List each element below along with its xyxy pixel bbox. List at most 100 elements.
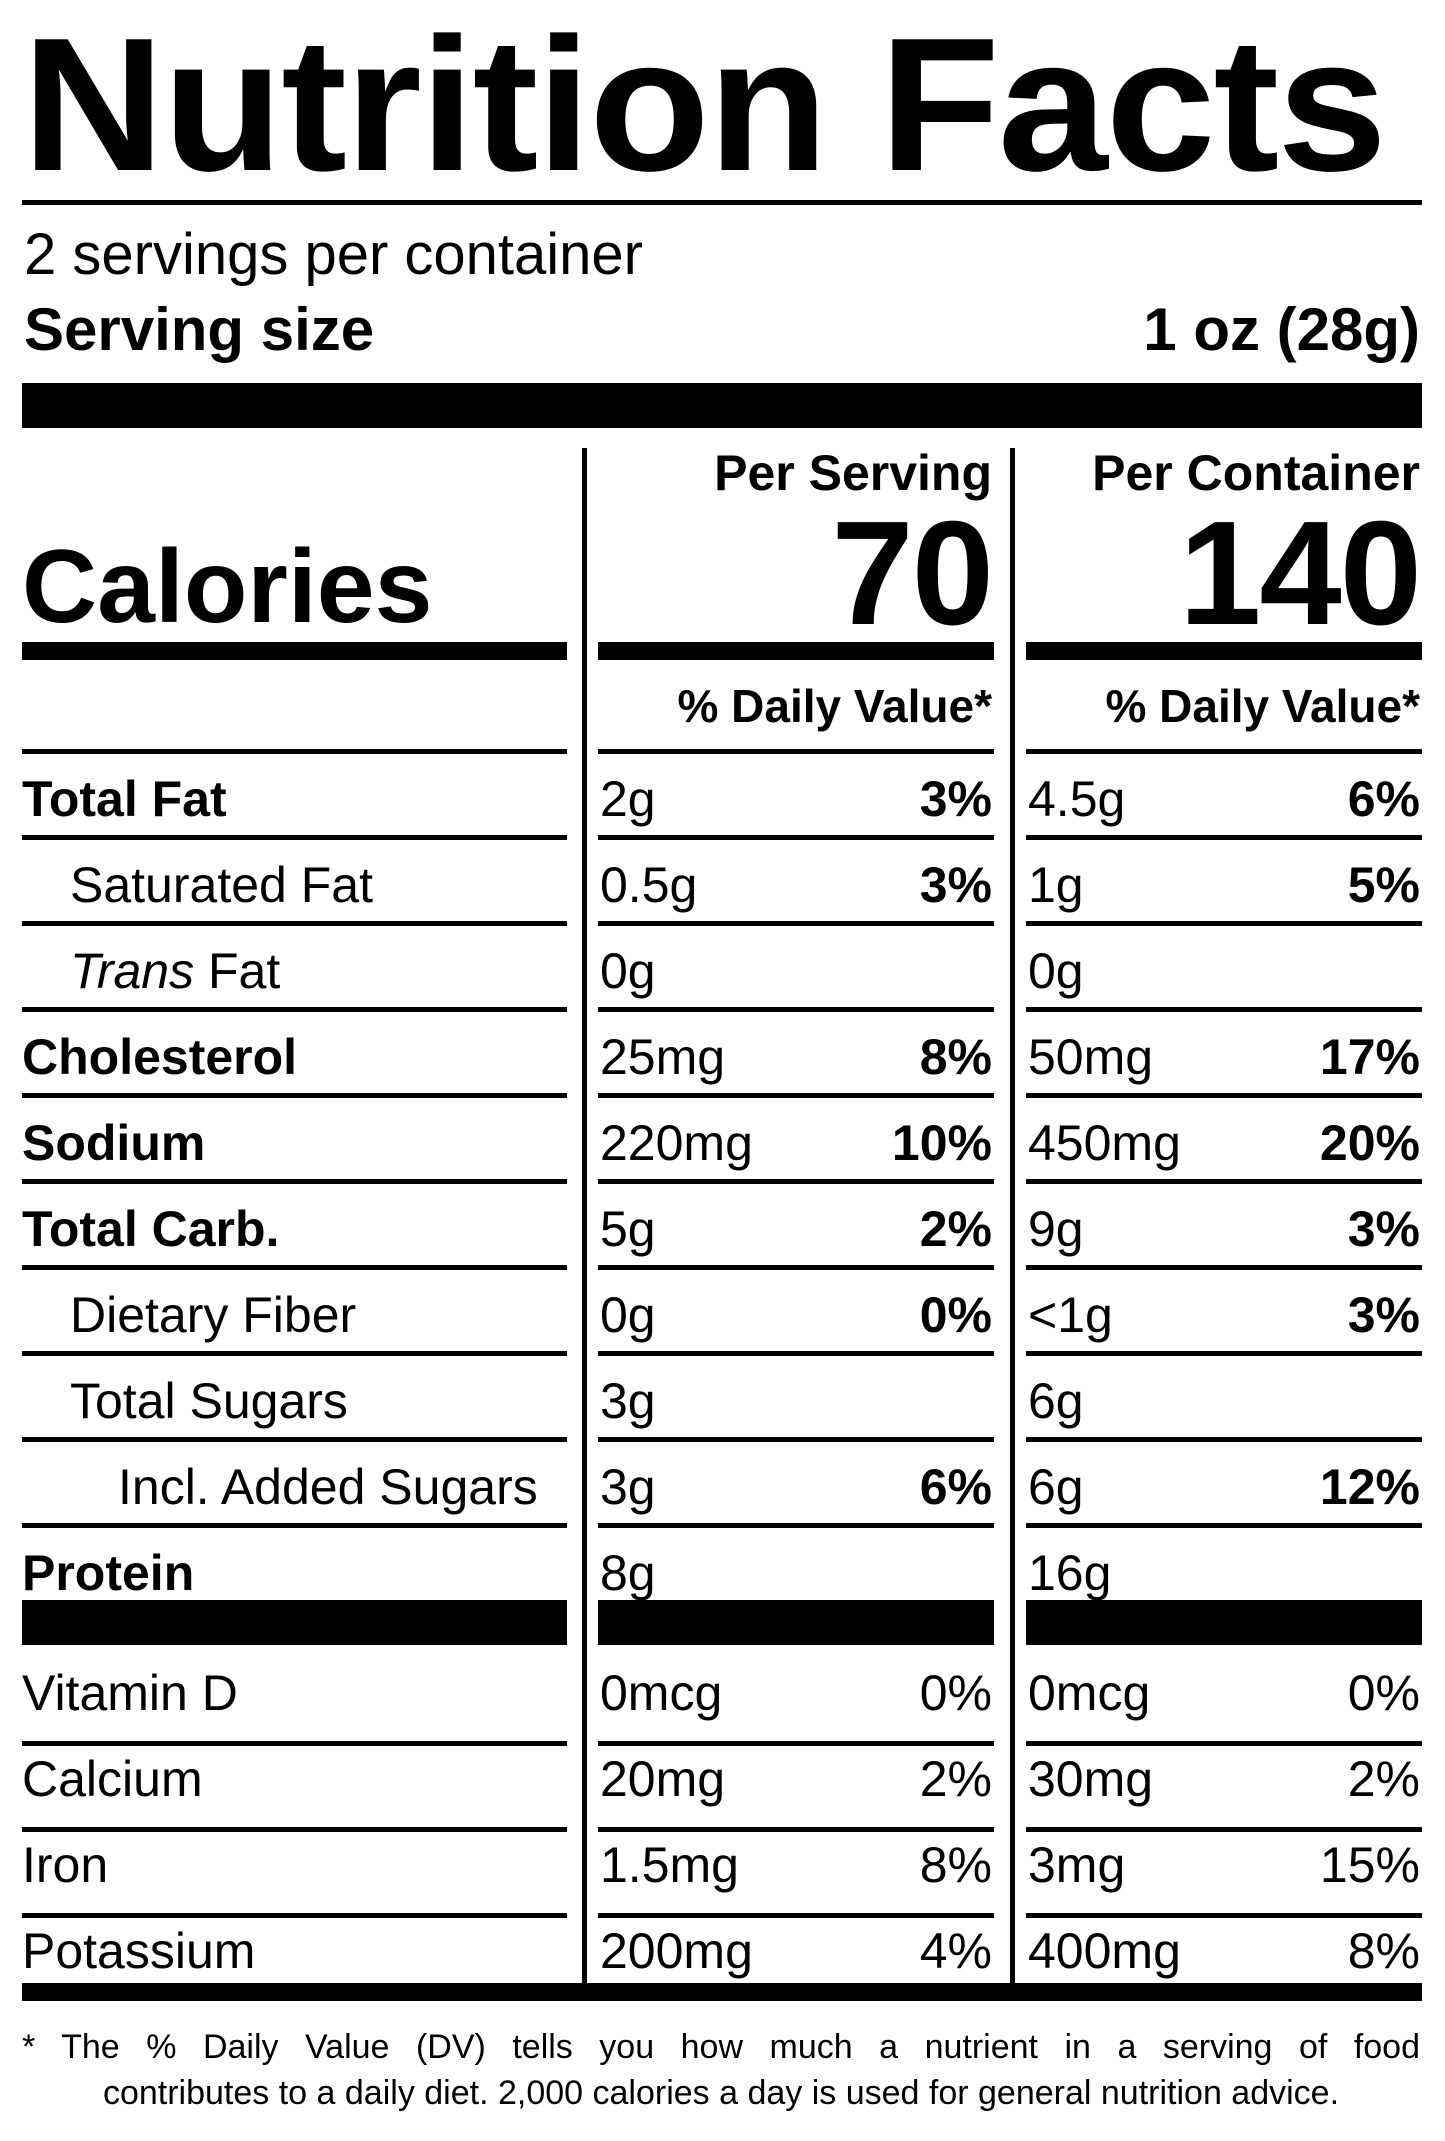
per-serving-header: Per Serving: [714, 445, 992, 501]
nutrient-total-fat-serving-dv: 3%: [919, 771, 992, 827]
nutrient-saturated-fat-serving-dv: 3%: [919, 857, 992, 913]
nutrient-trans-divider-container: [1026, 921, 1422, 926]
nutrient-protein-divider-serving: [598, 1523, 994, 1528]
nutrient-total-carb-divider-label: [22, 1179, 567, 1184]
nutrient-sodium-serving-dv: 10%: [891, 1115, 992, 1171]
vitamin-potassium-serving-dv: 4%: [919, 1923, 992, 1979]
vitamin-iron-container-dv: 15%: [1319, 1837, 1420, 1893]
nutrient-total-carb-container-dv: 3%: [1347, 1201, 1420, 1257]
per-container-header: Per Container: [1092, 445, 1420, 501]
nutrient-dietary-fiber-divider-label: [22, 1265, 567, 1270]
nutrient-total-carb-label: Total Carb.: [22, 1201, 280, 1257]
serving-size-value: 1 oz (28g): [1143, 296, 1420, 363]
nutrient-total-carb-serving-amount: 5g: [600, 1201, 656, 1257]
nutrient-sodium-divider-container: [1026, 1093, 1422, 1098]
nutrient-protein-divider-label: [22, 1523, 567, 1528]
daily-value-header-serving: % Daily Value*: [677, 680, 993, 732]
nutrient-cholesterol-divider-container: [1026, 1007, 1422, 1012]
vitamin-calcium-label: Calcium: [22, 1751, 203, 1807]
vitamin-potassium-divider-serving: [598, 1913, 994, 1918]
nutrient-saturated-fat-label: Saturated Fat: [70, 857, 373, 913]
vitamin-calcium-container-amount: 30mg: [1028, 1751, 1154, 1807]
nutrient-total-sugars-divider-serving: [598, 1351, 994, 1356]
vitamin-potassium-container-amount: 400mg: [1028, 1923, 1181, 1979]
nutrient-dietary-fiber-container-amount: <1g: [1028, 1287, 1113, 1343]
nutrient-saturated-fat-divider-container: [1026, 835, 1422, 840]
nutrient-trans-label-suffix: Fat: [194, 943, 281, 999]
vitamin-potassium-divider-label: [22, 1913, 567, 1918]
nutrient-sodium-container-amount: 450mg: [1028, 1115, 1181, 1171]
nutrient-trans-divider-serving: [598, 921, 994, 926]
nutrient-total-carb-container-amount: 9g: [1028, 1201, 1084, 1257]
vitamin-vitamin-d-serving-amount: 0mcg: [600, 1665, 723, 1721]
nutrient-dietary-fiber-divider-container: [1026, 1265, 1422, 1270]
nutrient-cholesterol-divider-serving: [598, 1007, 994, 1012]
nutrient-sodium-label: Sodium: [22, 1115, 206, 1171]
nutrient-cholesterol-serving-amount: 25mg: [600, 1029, 726, 1085]
vitamin-calcium-divider-label: [22, 1741, 567, 1746]
nutrient-trans-label-italic: Trans: [70, 943, 195, 999]
vitamin-bar-container: [1026, 1600, 1422, 1645]
nutrient-incl-added-sugars-divider-serving: [598, 1437, 994, 1442]
nutrient-total-fat-container-dv: 6%: [1347, 771, 1420, 827]
footnote-line-1: * The % Daily Value (DV) tells you how m…: [22, 2028, 1420, 2066]
nutrient-protein-serving-amount: 8g: [600, 1545, 656, 1601]
nutrient-total-fat-container-amount: 4.5g: [1028, 771, 1126, 827]
nutrient-trans-divider-label: [22, 921, 567, 926]
nutrient-total-carb-divider-serving: [598, 1179, 994, 1184]
bottom-thick-bar: [22, 1983, 1422, 2001]
nutrient-incl-added-sugars-container-dv: 12%: [1319, 1459, 1420, 1515]
vitamin-vitamin-d-container-dv: 0%: [1347, 1665, 1420, 1721]
vitamin-vitamin-d-serving-dv: 0%: [919, 1665, 992, 1721]
vitamin-vitamin-d-label: Vitamin D: [22, 1665, 238, 1721]
vitamin-calcium-container-dv: 2%: [1347, 1751, 1420, 1807]
column-divider-right: [1010, 448, 1015, 1983]
vitamin-iron-divider-container: [1026, 1827, 1422, 1832]
vitamin-bar-label: [22, 1600, 567, 1645]
serving-thick-bar: [22, 383, 1422, 428]
nutrient-incl-added-sugars-container-amount: 6g: [1028, 1459, 1084, 1515]
nutrient-saturated-fat-divider-serving: [598, 835, 994, 840]
nutrient-cholesterol-container-dv: 17%: [1319, 1029, 1420, 1085]
servings-per-container: 2 servings per container: [24, 222, 643, 287]
vitamin-calcium-serving-amount: 20mg: [600, 1751, 726, 1807]
calories-label: Calories: [22, 529, 433, 645]
nutrient-sodium-container-dv: 20%: [1319, 1115, 1420, 1171]
serving-size-label: Serving size: [24, 296, 375, 363]
label-title: Nutrition Facts: [22, 0, 1387, 211]
footnote-line-2: contributes to a daily diet. 2,000 calor…: [102, 2073, 1340, 2112]
vitamin-iron-label: Iron: [22, 1837, 109, 1893]
nutrient-dietary-fiber-divider-serving: [598, 1265, 994, 1270]
nutrient-total-carb-serving-dv: 2%: [919, 1201, 992, 1257]
nutrient-total-sugars-serving-amount: 3g: [600, 1373, 656, 1429]
nutrient-total-sugars-divider-label: [22, 1351, 567, 1356]
nutrient-total-fat-label: Total Fat: [22, 771, 227, 827]
nutrient-trans-label: Trans Fat: [70, 946, 280, 996]
daily-value-header-container: % Daily Value*: [1105, 680, 1421, 732]
nutrient-dietary-fiber-label: Dietary Fiber: [70, 1287, 357, 1343]
nutrient-total-fat-divider-label: [22, 749, 567, 754]
calories-bar-serving: [598, 642, 994, 660]
nutrient-saturated-fat-container-amount: 1g: [1028, 857, 1084, 913]
vitamin-potassium-container-dv: 8%: [1347, 1923, 1420, 1979]
nutrient-trans-container-amount: 0g: [1028, 943, 1084, 999]
nutrient-sodium-divider-label: [22, 1093, 567, 1098]
vitamin-potassium-divider-container: [1026, 1913, 1422, 1918]
calories-bar-container: [1026, 642, 1422, 660]
nutrient-total-sugars-container-amount: 6g: [1028, 1373, 1084, 1429]
calories-per-container: 140: [1179, 491, 1422, 656]
nutrient-incl-added-sugars-serving-amount: 3g: [600, 1459, 656, 1515]
vitamin-calcium-divider-serving: [598, 1741, 994, 1746]
vitamin-calcium-serving-dv: 2%: [919, 1751, 992, 1807]
nutrient-protein-divider-container: [1026, 1523, 1422, 1528]
nutrient-total-carb-divider-container: [1026, 1179, 1422, 1184]
nutrient-cholesterol-container-amount: 50mg: [1028, 1029, 1154, 1085]
vitamin-iron-divider-label: [22, 1827, 567, 1832]
nutrient-total-sugars-label: Total Sugars: [70, 1373, 348, 1429]
vitamin-calcium-divider-container: [1026, 1741, 1422, 1746]
nutrient-cholesterol-serving-dv: 8%: [919, 1029, 992, 1085]
vitamin-iron-serving-amount: 1.5mg: [600, 1837, 739, 1893]
nutrient-saturated-fat-container-dv: 5%: [1347, 857, 1420, 913]
nutrient-protein-container-amount: 16g: [1028, 1545, 1112, 1601]
title-divider: [22, 200, 1422, 205]
